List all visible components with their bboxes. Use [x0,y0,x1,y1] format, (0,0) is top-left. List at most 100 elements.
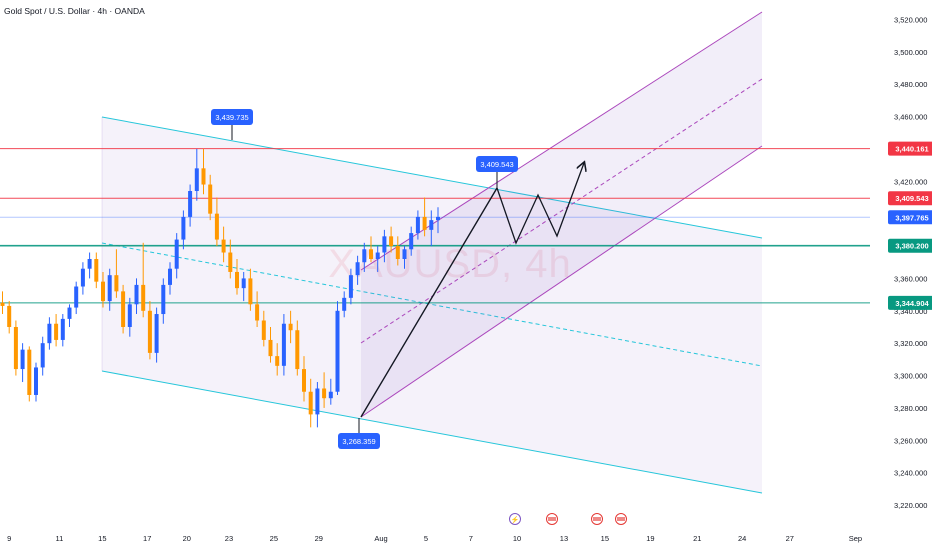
candle [255,291,260,327]
candle-body [154,314,159,353]
descending-channel-lower [101,370,763,494]
candle-body [107,275,112,302]
x-tick-label: 15 [601,534,609,543]
candle [208,174,213,221]
candle-body [369,249,373,259]
level-badge: 3,440.161 [888,141,932,156]
candle-body [255,304,260,321]
y-tick-label: 3,300.000 [894,372,927,381]
candle [328,378,333,405]
event-icons: ⚡ [509,513,627,525]
candle [34,362,38,402]
candle [94,252,99,289]
level-badge: 3,397.765 [888,210,932,225]
candle [402,246,407,269]
candle [214,197,219,247]
candle-body [74,286,79,308]
candle [181,210,186,250]
candle [275,343,280,376]
candle-body [47,323,52,344]
candle-body [7,305,12,327]
candle-body [87,258,92,269]
x-tick-label: 23 [225,534,233,543]
candle-body [281,323,286,366]
candle-body [114,275,119,292]
candle-body [67,307,72,319]
y-tick-label: 3,280.000 [894,404,927,413]
candle-body [275,356,280,366]
level-badge-bg [888,141,932,156]
candle [54,314,59,347]
lightning-icon: ⚡ [509,513,521,525]
level-badge-bg [888,210,932,225]
x-tick-label: 21 [693,534,701,543]
level-badge: 3,409.543 [888,191,932,206]
candle-body [181,216,186,240]
candles [0,148,440,428]
candle-body [228,252,233,272]
candle-body [355,262,360,276]
x-tick-label: 5 [424,534,428,543]
candle-body [436,216,440,221]
y-axis: 3,220.000 3,240.000 3,260.000 3,280.000 3,30… [894,15,927,510]
x-tick-label: 24 [738,534,746,543]
candle [194,148,199,201]
flag-stripe [617,517,625,521]
y-tick-label: 3,420.000 [894,177,927,186]
candle-body [261,320,266,340]
level-badge-bg [888,191,932,206]
candle [302,356,306,402]
x-tick-label: 11 [56,534,64,543]
level-badge-label: 3,397.765 [895,213,928,222]
level-badge-label: 3,440.161 [895,145,928,154]
candle [281,314,286,376]
y-tick-label: 3,320.000 [894,339,927,348]
candle [147,301,152,360]
y-tick-label: 3,220.000 [894,501,927,510]
candle [295,320,300,376]
candle [395,236,400,266]
level-badge-bg [888,238,932,253]
candle [422,197,427,237]
candle [174,233,179,279]
y-tick-label: 3,240.000 [894,469,927,478]
candle [67,304,72,327]
candle [375,246,380,272]
y-tick-label: 3,340.000 [894,307,927,316]
candle-body [174,239,179,269]
candle-body [0,302,5,306]
level-badge: 3,344.904 [888,295,932,310]
candle [127,297,132,337]
candle-body [20,349,25,370]
callout-box [211,109,253,125]
candle [20,343,25,383]
x-tick-label: Sep [849,534,862,543]
candle [27,346,32,402]
candle-body [134,284,139,305]
candle [228,239,233,279]
candle-body [54,323,59,340]
candle [188,184,193,227]
x-tick-label: 19 [646,534,654,543]
x-tick-label: 7 [469,534,473,543]
lightning-glyph: ⚡ [511,515,520,524]
y-tick-label: 3,520.000 [894,15,927,24]
flag-icon [546,513,558,525]
price-callout: 3,268.359 [338,418,380,449]
candle [47,317,52,350]
candle [241,271,246,302]
candle-body [328,391,333,399]
candle-body [375,252,380,259]
candle [315,382,320,428]
y-tick-label: 3,480.000 [894,80,927,89]
candle [415,210,420,240]
candle [141,242,146,318]
level-badge-label: 3,344.904 [895,299,929,308]
candle-body [60,318,65,340]
price-callouts: 3,439.735 3,409.543 3,268.359 [211,109,518,449]
candle [40,336,45,376]
candle [429,210,434,247]
flag-icon [615,513,627,525]
